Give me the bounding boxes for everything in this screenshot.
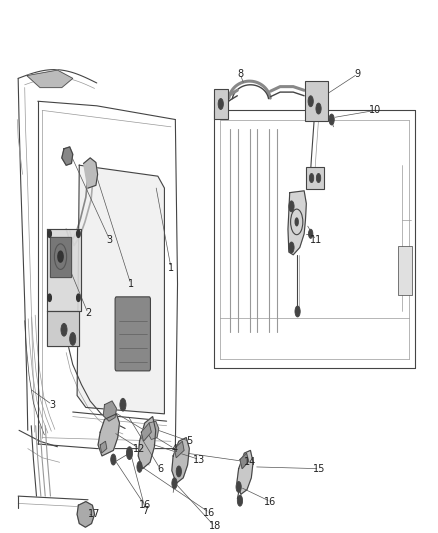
- Polygon shape: [174, 441, 184, 458]
- Text: 6: 6: [157, 464, 163, 474]
- Text: 5: 5: [186, 437, 192, 446]
- Polygon shape: [62, 147, 73, 165]
- Circle shape: [308, 229, 313, 238]
- FancyBboxPatch shape: [115, 297, 150, 371]
- Text: 11: 11: [310, 235, 322, 245]
- Polygon shape: [84, 158, 98, 188]
- Text: 16: 16: [139, 500, 151, 510]
- Polygon shape: [46, 311, 79, 346]
- Circle shape: [48, 294, 51, 302]
- Polygon shape: [138, 417, 155, 469]
- Text: 7: 7: [142, 506, 149, 516]
- Polygon shape: [98, 414, 120, 456]
- Polygon shape: [100, 441, 107, 453]
- Circle shape: [172, 478, 177, 489]
- Circle shape: [77, 230, 80, 237]
- Polygon shape: [103, 401, 117, 421]
- Text: 3: 3: [107, 235, 113, 245]
- Polygon shape: [240, 453, 249, 469]
- Polygon shape: [77, 502, 95, 527]
- Circle shape: [48, 230, 51, 237]
- Text: 1: 1: [128, 279, 134, 289]
- FancyBboxPatch shape: [306, 167, 324, 189]
- Circle shape: [77, 294, 80, 302]
- Circle shape: [316, 173, 321, 183]
- Text: 14: 14: [244, 457, 257, 467]
- Text: 16: 16: [203, 507, 215, 518]
- Circle shape: [120, 398, 126, 411]
- Polygon shape: [288, 191, 306, 255]
- Text: 1: 1: [168, 263, 174, 272]
- Text: 2: 2: [85, 308, 91, 318]
- Text: 12: 12: [133, 443, 146, 454]
- Polygon shape: [172, 438, 189, 483]
- Text: 4: 4: [171, 443, 177, 454]
- Text: 8: 8: [237, 69, 243, 79]
- Polygon shape: [49, 237, 71, 277]
- Polygon shape: [46, 229, 81, 311]
- Text: 9: 9: [355, 69, 361, 79]
- Text: 15: 15: [313, 464, 325, 474]
- Circle shape: [61, 324, 67, 336]
- Polygon shape: [141, 423, 151, 441]
- Circle shape: [111, 454, 116, 465]
- Polygon shape: [77, 165, 164, 414]
- Circle shape: [176, 466, 181, 477]
- Circle shape: [70, 333, 76, 345]
- Circle shape: [309, 173, 314, 183]
- Polygon shape: [237, 450, 253, 494]
- Polygon shape: [27, 70, 73, 87]
- Circle shape: [58, 251, 63, 262]
- Text: 16: 16: [265, 497, 277, 506]
- Text: 10: 10: [369, 106, 381, 115]
- Circle shape: [294, 217, 299, 227]
- Circle shape: [236, 481, 241, 492]
- Text: 18: 18: [208, 521, 221, 531]
- Circle shape: [295, 306, 300, 317]
- Polygon shape: [148, 421, 159, 439]
- Circle shape: [289, 242, 294, 253]
- Circle shape: [316, 103, 321, 114]
- Circle shape: [289, 201, 294, 212]
- Circle shape: [127, 447, 133, 459]
- FancyBboxPatch shape: [304, 81, 328, 122]
- Circle shape: [308, 96, 313, 107]
- Circle shape: [137, 462, 142, 472]
- Circle shape: [218, 99, 223, 109]
- Circle shape: [329, 114, 334, 125]
- FancyBboxPatch shape: [214, 90, 228, 119]
- Text: 3: 3: [49, 400, 55, 410]
- FancyBboxPatch shape: [398, 246, 412, 295]
- Circle shape: [237, 495, 243, 506]
- Text: 13: 13: [193, 455, 205, 465]
- Text: 17: 17: [88, 510, 101, 519]
